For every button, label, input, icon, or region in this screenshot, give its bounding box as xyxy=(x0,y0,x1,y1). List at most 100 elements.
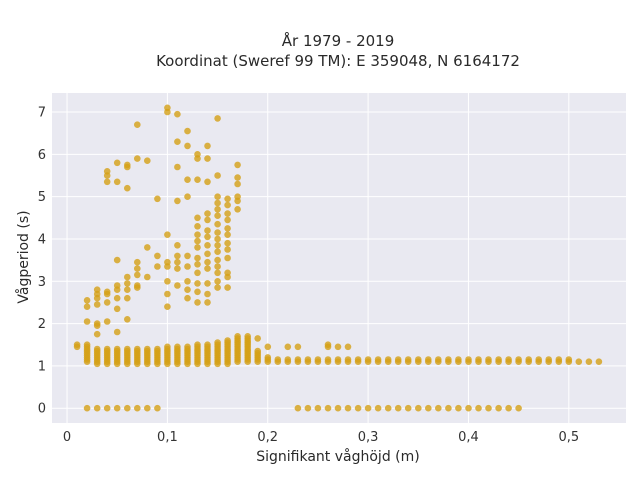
data-point xyxy=(113,256,121,264)
y-tick-label: 4 xyxy=(38,232,46,247)
data-point xyxy=(364,404,372,412)
data-point xyxy=(214,193,221,200)
data-point xyxy=(174,242,181,249)
data-point xyxy=(113,159,121,167)
data-point xyxy=(384,404,392,412)
data-point xyxy=(224,231,231,238)
x-tick-labels: 0 0,1 0,2 0,3 0,4 0,5 xyxy=(63,430,579,445)
data-point xyxy=(194,299,201,306)
data-point xyxy=(565,356,573,363)
data-point xyxy=(194,151,201,158)
data-point xyxy=(194,254,201,262)
data-point xyxy=(103,318,111,325)
data-point xyxy=(214,269,221,277)
data-point xyxy=(394,404,402,412)
data-point xyxy=(555,356,563,363)
data-point xyxy=(184,127,191,135)
data-point xyxy=(404,404,412,412)
data-point xyxy=(164,231,171,238)
data-point xyxy=(174,197,181,205)
data-point xyxy=(134,265,141,272)
data-point xyxy=(93,404,101,412)
data-point xyxy=(184,286,191,294)
data-point xyxy=(515,404,522,412)
data-point xyxy=(174,252,181,260)
data-point xyxy=(294,356,302,363)
data-point xyxy=(124,294,131,302)
data-point xyxy=(224,225,231,232)
data-point xyxy=(445,356,452,363)
data-point xyxy=(124,286,131,294)
data-point xyxy=(214,220,221,228)
data-point xyxy=(124,161,131,169)
data-point xyxy=(224,201,231,209)
plot-area xyxy=(52,93,626,423)
data-point xyxy=(415,356,422,363)
data-point xyxy=(244,333,251,340)
data-point xyxy=(394,356,402,363)
data-point xyxy=(184,193,191,200)
x-tick-label: 0,5 xyxy=(558,430,579,445)
data-point xyxy=(214,199,221,207)
data-point xyxy=(134,404,141,412)
data-point xyxy=(194,231,201,238)
data-point xyxy=(214,339,221,346)
data-point xyxy=(204,250,211,258)
data-point xyxy=(535,356,542,363)
y-tick-labels: 0 1 2 3 4 5 6 7 xyxy=(38,106,46,417)
data-point xyxy=(204,299,211,306)
y-tick-label: 3 xyxy=(38,275,46,290)
data-point xyxy=(214,229,221,236)
data-point xyxy=(103,168,111,175)
data-point xyxy=(274,356,282,363)
data-point xyxy=(304,356,312,363)
data-point xyxy=(124,404,131,412)
data-point xyxy=(154,263,161,270)
data-point xyxy=(184,263,191,270)
data-point xyxy=(435,404,442,412)
data-point xyxy=(204,258,211,266)
data-point xyxy=(234,180,241,188)
data-point xyxy=(194,237,201,245)
data-point xyxy=(455,404,462,412)
data-point xyxy=(465,356,472,363)
data-point xyxy=(234,193,241,200)
data-point xyxy=(214,235,221,243)
data-point xyxy=(174,258,181,266)
data-point xyxy=(324,341,332,349)
data-point xyxy=(174,163,181,171)
data-point xyxy=(485,404,492,412)
data-point xyxy=(184,343,191,351)
data-point xyxy=(164,278,171,285)
y-tick-label: 0 xyxy=(38,402,46,417)
data-point xyxy=(214,263,221,270)
data-point xyxy=(505,404,512,412)
data-point xyxy=(144,157,151,164)
data-point xyxy=(364,356,372,363)
data-point xyxy=(264,343,272,351)
data-point xyxy=(314,356,322,363)
data-point xyxy=(124,345,131,353)
data-point xyxy=(154,195,161,203)
data-point xyxy=(194,261,201,268)
data-point xyxy=(134,258,141,266)
x-tick-label: 0 xyxy=(63,430,71,445)
data-point xyxy=(354,356,362,363)
data-point xyxy=(354,404,362,412)
data-point xyxy=(314,404,322,412)
data-point xyxy=(384,356,392,363)
data-point xyxy=(204,242,211,249)
chart-title-line2: Koordinat (Sweref 99 TM): E 359048, N 61… xyxy=(156,52,520,70)
data-point xyxy=(164,343,171,351)
data-point xyxy=(374,356,382,363)
data-point xyxy=(294,404,302,412)
data-point xyxy=(93,320,101,327)
data-point xyxy=(83,297,91,304)
data-point xyxy=(204,216,211,224)
data-point xyxy=(404,356,412,363)
data-point xyxy=(585,358,593,366)
data-point xyxy=(204,280,211,287)
data-point xyxy=(224,246,231,253)
x-tick-label: 0,1 xyxy=(157,430,178,445)
